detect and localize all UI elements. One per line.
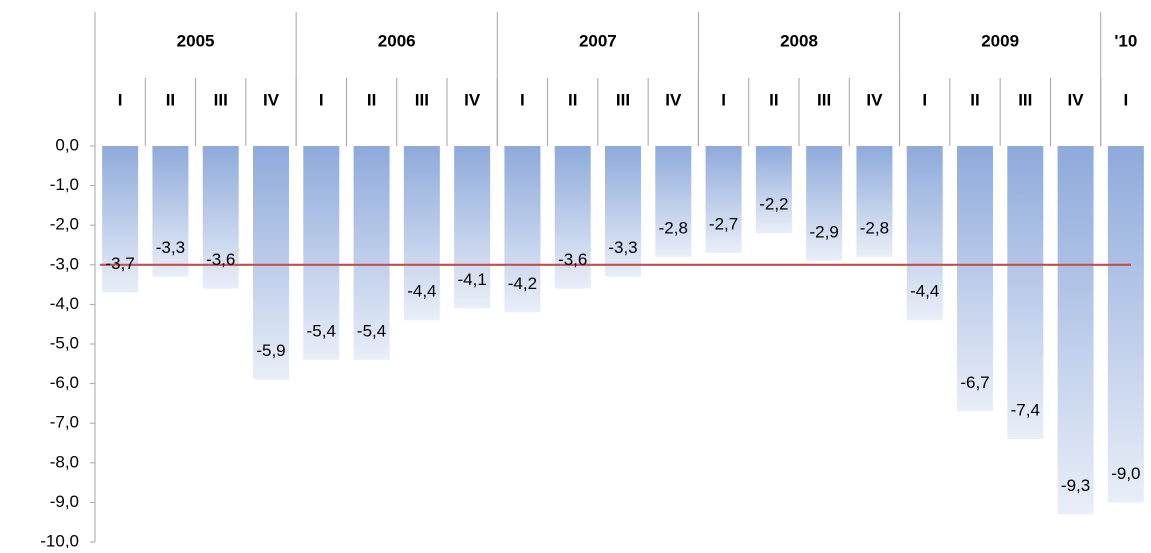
x-tick-label: III [616,90,630,109]
bar [957,146,993,412]
x-tick-label: III [1018,90,1032,109]
value-label: -2,7 [709,214,738,233]
value-label: -4,4 [910,282,939,301]
bar [504,146,541,313]
y-tick-label: -6,0 [50,373,79,392]
value-label: -2,8 [659,218,688,237]
y-tick-label: -2,0 [50,215,79,234]
x-tick-label: I [319,90,324,109]
y-tick-label: -3,0 [50,254,79,273]
x-tick-label: II [568,90,577,109]
bar [655,146,692,257]
value-label: -7,4 [1011,401,1040,420]
x-tick-label: I [118,90,123,109]
bar [303,146,340,360]
value-label: -5,4 [357,321,386,340]
y-tick-label: -5,0 [50,333,79,352]
y-tick-label: -9,0 [50,492,79,511]
x-tick-label: IV [464,90,481,109]
value-label: -4,1 [457,270,486,289]
x-tick-label: IV [665,90,682,109]
bar [102,146,139,293]
bar [403,146,440,321]
bar [906,146,943,321]
year-label: 2008 [780,31,818,50]
x-tick-label: IV [1068,90,1085,109]
value-label: -2,8 [860,218,889,237]
year-label: 2005 [177,31,215,50]
y-tick-label: -8,0 [50,452,79,471]
x-tick-label: I [721,90,726,109]
value-label: -3,6 [558,250,587,269]
x-tick-label: IV [866,90,883,109]
bar [253,146,289,380]
x-tick-label: III [817,90,831,109]
x-tick-label: II [970,90,979,109]
bar [353,146,390,360]
value-label: -4,2 [508,274,537,293]
value-label: -2,2 [759,195,788,214]
bar [856,146,893,257]
y-tick-label: 0,0 [55,135,79,154]
value-label: -9,0 [1111,464,1140,483]
value-label: -5,4 [307,321,336,340]
bar [806,146,843,261]
value-label: -6,7 [960,373,989,392]
value-label: -3,7 [105,254,134,273]
value-label: -3,3 [156,238,185,257]
y-tick-label: -1,0 [50,175,79,194]
year-label: 2006 [378,31,416,50]
x-tick-label: II [367,90,376,109]
year-label: 2007 [579,31,617,50]
y-tick-label: -10,0 [40,531,79,548]
bar [1007,146,1044,440]
x-tick-label: II [166,90,175,109]
x-tick-label: I [520,90,525,109]
value-label: -5,9 [256,341,285,360]
bar [605,146,641,277]
y-tick-label: -7,0 [50,413,79,432]
x-tick-label: IV [263,90,280,109]
y-tick-label: -4,0 [50,294,79,313]
x-tick-label: III [415,90,429,109]
year-label: '10 [1114,31,1137,50]
x-tick-label: I [1123,90,1128,109]
x-tick-label: II [769,90,778,109]
value-label: -4,4 [407,282,436,301]
bar [755,146,792,234]
year-label: 2009 [981,31,1019,50]
value-label: -3,3 [608,238,637,257]
bar [152,146,189,277]
value-label: -3,6 [206,250,235,269]
value-label: -2,9 [809,222,838,241]
x-tick-label: I [922,90,927,109]
bar [705,146,742,253]
x-tick-label: III [214,90,228,109]
bar [1107,146,1144,503]
value-label: -9,3 [1061,476,1090,495]
bar [1057,146,1094,515]
bar [454,146,491,309]
